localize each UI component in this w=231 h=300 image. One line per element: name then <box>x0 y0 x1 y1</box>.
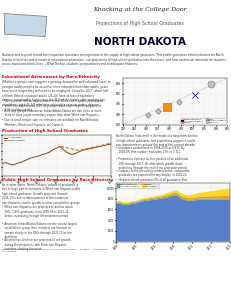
Actual Grads <box>37 154 40 158</box>
Actual Grads <box>84 148 87 152</box>
Text: North Dakota finds itself in the midst of a long-term decline
in high school gra: North Dakota finds itself in the midst o… <box>116 134 197 147</box>
Actual Grads <box>102 144 105 147</box>
Text: Whether a group's size suggests a growing demand for well-educated labor, or
you: Whether a group's size suggests a growin… <box>2 80 110 107</box>
Actual Grads <box>48 150 51 154</box>
Projected Grads <box>66 146 69 150</box>
Text: Educational Attainment by Race/Ethnicity: Educational Attainment by Race/Ethnicity <box>2 75 100 79</box>
Text: NORTH DAKOTA: NORTH DAKOTA <box>94 37 185 46</box>
Projected Grads <box>95 145 98 148</box>
Actual Grads <box>23 159 25 163</box>
Text: • American Indian/Alaska Natives are the second largest
   racial/ethnic group, : • American Indian/Alaska Natives are the… <box>2 221 77 239</box>
Projected Grads <box>62 145 65 149</box>
Text: Percent   graduates projection in year (% of total) for Wh non-Hispanic      His: Percent graduates projection in year (% … <box>2 248 107 252</box>
Projected Grads <box>59 145 62 148</box>
Actual Grads <box>33 155 36 159</box>
Line: Projected Grads: Projected Grads <box>60 143 111 150</box>
Projected Grads <box>102 143 105 146</box>
Projected Grads <box>109 141 112 145</box>
Actual Grads <box>109 142 112 146</box>
Actual Grads <box>19 161 22 164</box>
Actual Grads <box>106 143 109 146</box>
Point <box>155 109 159 113</box>
Actual Grads <box>81 148 83 152</box>
Legend: White non-Hispanic, Am. Indian/AK Native, Hispanic, Asian, Black non-Hispanic, O: White non-Hispanic, Am. Indian/AK Native… <box>180 118 225 124</box>
Text: Production of High School Graduates: Production of High School Graduates <box>2 129 88 133</box>
Point <box>208 82 212 87</box>
Actual Grads <box>12 163 15 167</box>
Projected Grads <box>73 148 76 152</box>
Actual Grads <box>55 146 58 150</box>
Point <box>176 99 180 104</box>
Projected Grads <box>77 148 80 152</box>
Text: Public High School Graduates by Race/Ethnicity: Public High School Graduates by Race/Eth… <box>2 178 113 182</box>
Text: • This increase reflects improvement in the White non-Hispanic population,
   wh: • This increase reflects improvement in … <box>2 99 102 112</box>
Polygon shape <box>4 14 47 37</box>
Text: • All other racial/ethnic are projected to see growth
   during the projection, : • All other racial/ethnic are projected … <box>2 238 70 251</box>
Actual Grads <box>30 156 33 160</box>
Actual Grads <box>91 146 94 150</box>
Actual Grads <box>1 161 4 165</box>
Actual Grads <box>73 152 76 155</box>
Text: Knocking at the College Door: Knocking at the College Door <box>93 7 186 12</box>
Actual Grads <box>88 147 91 151</box>
Projected Grads <box>84 147 87 151</box>
Point <box>164 104 168 109</box>
Actual Grads <box>66 151 69 154</box>
Actual Grads <box>26 158 29 161</box>
Point <box>146 113 150 118</box>
Actual Grads <box>8 162 11 166</box>
Projected Grads <box>88 146 91 150</box>
Text: • Contrary to the prevailing national trend, comparable
   graduates are project: • Contrary to the prevailing national tr… <box>116 169 189 187</box>
Text: • Graduates peaked back in 1998-2000 at 9,917. By
   2008-09, that number had fa: • Graduates peaked back in 1998-2000 at … <box>116 146 184 154</box>
Actual Grads <box>70 153 73 156</box>
Actual Grads <box>62 148 65 152</box>
Projected Grads <box>91 145 94 149</box>
Actual Grads <box>5 161 7 164</box>
Actual Grads <box>99 145 101 148</box>
Text: As in other states, North Dakota's volume of graduates is
due in large part to i: As in other states, North Dakota's volum… <box>2 183 81 205</box>
Text: • Projections data are further positive of an additional
   10% through 2017-18,: • Projections data are further positive … <box>116 157 187 170</box>
Actual Grads <box>15 161 18 165</box>
Legend: Actual Grads, Projected Grads: Actual Grads, Projected Grads <box>3 136 26 142</box>
Actual Grads <box>95 145 98 149</box>
Text: • Due to small sample size, no estimates are available for Race/Ethnicity
   Mem: • Due to small sample size, no estimates… <box>2 118 98 127</box>
Text: Projections of High School Graduates: Projections of High School Graduates <box>96 21 183 26</box>
Projected Grads <box>81 148 83 152</box>
Point <box>192 92 196 97</box>
Actual Grads <box>44 152 47 155</box>
Actual Grads <box>52 148 54 152</box>
Text: • White non-Hispanics are projected to decline about
   19%, 1,955 graduates, fr: • White non-Hispanics are projected to d… <box>2 205 73 218</box>
Text: • Both age groups of American Indian/Alaska Native are two times or more
   like: • Both age groups of American Indian/Ala… <box>2 109 101 117</box>
Actual Grads <box>59 145 62 148</box>
Projected Grads <box>70 147 73 151</box>
Projected Grads <box>106 142 109 146</box>
Text: National and regional trends both important questions among trends in the supply: National and regional trends both import… <box>2 53 225 66</box>
Actual Grads <box>77 150 80 154</box>
Line: Actual Grads: Actual Grads <box>2 144 111 165</box>
Projected Grads <box>99 144 101 147</box>
Legend: White non-Hispanic, Am. Indian/AK Native, Hispanic, Other/Unknown: White non-Hispanic, Am. Indian/AK Native… <box>116 184 158 188</box>
Actual Grads <box>41 153 43 156</box>
